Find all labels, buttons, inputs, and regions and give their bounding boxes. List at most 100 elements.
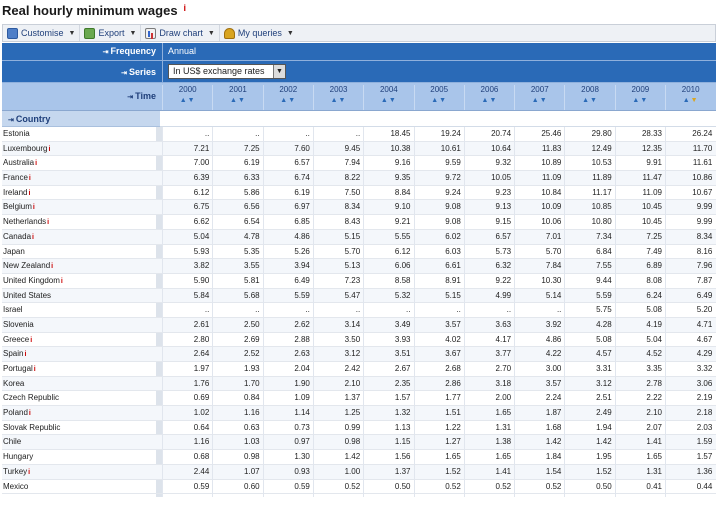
sort-asc-icon[interactable]: ▲ — [582, 97, 591, 104]
info-icon[interactable]: i — [47, 219, 50, 227]
sort-icon[interactable]: ▲▼ — [465, 97, 514, 104]
info-icon[interactable]: i — [33, 366, 36, 373]
country-name[interactable]: Netherlandsi — [2, 217, 158, 226]
sort-desc-icon[interactable]: ▼ — [338, 97, 347, 104]
country-name[interactable]: Turkeyi — [2, 467, 158, 476]
sort-desc-icon[interactable]: ▼ — [187, 97, 196, 104]
year-header[interactable]: 2009 ▲▼ — [614, 85, 665, 110]
country-name[interactable]: Australiai — [2, 158, 158, 167]
year-header[interactable]: 2004 ▲▼ — [363, 85, 413, 110]
country-name[interactable]: Israel — [2, 305, 158, 314]
info-icon[interactable]: i — [35, 160, 38, 168]
sort-desc-icon[interactable]: ▼ — [539, 97, 548, 104]
country-name[interactable]: United Kingdomi — [2, 276, 158, 285]
year-header[interactable]: 2008 ▲▼ — [564, 85, 614, 110]
year-header[interactable]: 2007 ▲▼ — [514, 85, 564, 110]
country-name[interactable]: Spaini — [2, 349, 158, 358]
sort-icon[interactable]: ▲▼ — [163, 97, 212, 104]
info-icon[interactable]: i — [24, 351, 27, 359]
info-icon[interactable]: i — [28, 189, 31, 197]
sort-asc-icon[interactable]: ▲ — [280, 97, 289, 104]
sort-asc-icon[interactable]: ▲ — [330, 97, 339, 104]
year-header[interactable]: 2006 ▲▼ — [463, 85, 514, 110]
year-header[interactable]: 2003 ▲▼ — [312, 85, 363, 110]
year-header[interactable]: 2000 ▲▼ — [162, 85, 212, 110]
country-name[interactable]: Mexico — [2, 482, 158, 491]
info-icon[interactable]: i — [183, 3, 187, 13]
sort-desc-icon[interactable]: ▼ — [288, 97, 297, 104]
year-header[interactable]: 2010 ▲▼ — [665, 85, 715, 110]
table-cell: 0.52 — [344, 481, 361, 491]
country-name[interactable]: Luxembourgi — [2, 144, 158, 153]
country-header[interactable]: ⇥ Country — [2, 111, 160, 127]
table-cell: 3.82 — [193, 261, 210, 271]
sort-icon[interactable]: ▲▼ — [213, 97, 262, 104]
sort-asc-icon[interactable]: ▲ — [230, 97, 238, 104]
sort-asc-icon[interactable]: ▲ — [179, 97, 188, 104]
country-name[interactable]: Korea — [2, 379, 158, 388]
info-icon[interactable]: i — [28, 468, 31, 476]
sort-icon[interactable]: ▲▼ — [314, 97, 363, 104]
info-icon[interactable]: i — [51, 263, 54, 271]
country-name[interactable]: Chile — [2, 437, 158, 446]
customise-menu[interactable]: Customise ▼ — [3, 25, 81, 41]
sort-icon[interactable]: ▲▼ — [515, 97, 564, 104]
sort-icon[interactable]: ▲▼ — [616, 97, 665, 104]
country-name[interactable]: Portugali — [2, 364, 158, 373]
table-row: Turkeyi 2.44 1.07 0.93 1.00 1.37 1.52 1.41 1.54 1… — [2, 464, 716, 480]
sort-desc-icon[interactable]: ▼ — [489, 97, 498, 104]
info-icon[interactable]: i — [28, 175, 31, 183]
country-name[interactable]: Canadai — [2, 232, 158, 241]
country-name[interactable]: Polandi — [2, 408, 158, 417]
table-cell: 3.49 — [394, 319, 411, 329]
country-name[interactable]: Belgiumi — [2, 202, 158, 211]
sort-desc-icon[interactable]: ▼ — [237, 97, 246, 104]
info-icon[interactable]: i — [32, 204, 35, 212]
sort-asc-icon[interactable]: ▲ — [632, 97, 641, 104]
sort-icon[interactable]: ▲▼ — [666, 97, 715, 104]
sort-asc-icon[interactable]: ▲ — [380, 97, 389, 104]
country-name[interactable]: Estonia — [2, 129, 158, 138]
info-icon[interactable]: i — [32, 233, 34, 241]
draw-chart-menu[interactable]: Draw chart ▼ — [141, 25, 220, 41]
sort-asc-icon[interactable]: ▲ — [431, 97, 440, 104]
info-icon[interactable]: i — [60, 277, 63, 285]
sort-desc-icon[interactable]: ▼ — [640, 97, 649, 104]
year-header[interactable]: 2002 ▲▼ — [262, 85, 313, 110]
series-select[interactable]: In US$ exchange rates ▼ — [168, 64, 286, 79]
sort-desc-icon[interactable]: ▼ — [439, 97, 448, 104]
time-label[interactable]: ⇥ Time — [2, 91, 160, 101]
country-name[interactable]: Hungary — [2, 452, 158, 461]
country-name[interactable]: Japan — [2, 247, 158, 256]
country-name[interactable]: Francei — [2, 173, 158, 182]
sort-desc-icon[interactable]: ▼ — [690, 97, 699, 104]
year-header[interactable]: 2005 ▲▼ — [413, 85, 464, 110]
country-name[interactable]: United States — [2, 291, 158, 300]
sort-desc-icon[interactable]: ▼ — [590, 97, 598, 104]
sort-icon[interactable]: ▲▼ — [565, 97, 614, 104]
table-cell: 2.67 — [394, 364, 411, 373]
sort-icon[interactable]: ▲▼ — [415, 97, 464, 104]
sort-icon[interactable]: ▲▼ — [364, 97, 413, 104]
table-cell: 1.31 — [495, 422, 512, 432]
sort-asc-icon[interactable]: ▲ — [531, 97, 540, 104]
country-name[interactable]: Slovak Republic — [2, 423, 158, 432]
frequency-label[interactable]: ⇥ Frequency — [2, 46, 160, 56]
info-icon[interactable]: i — [30, 336, 33, 344]
series-select-value: In US$ exchange rates — [173, 66, 265, 76]
my-queries-menu[interactable]: My queries ▼ — [220, 25, 298, 41]
info-icon[interactable]: i — [48, 145, 51, 153]
year-header[interactable]: 2001 ▲▼ — [212, 85, 262, 110]
sort-asc-icon[interactable]: ▲ — [481, 97, 490, 104]
export-menu[interactable]: Export ▼ — [80, 25, 142, 41]
country-name[interactable]: Czech Republic — [2, 393, 158, 402]
country-name[interactable]: New Zealandi — [2, 261, 158, 270]
sort-desc-icon[interactable]: ▼ — [388, 97, 397, 104]
country-name[interactable]: Greecei — [2, 335, 158, 344]
info-icon[interactable]: i — [28, 410, 31, 418]
sort-icon[interactable]: ▲▼ — [264, 97, 313, 104]
series-label[interactable]: ⇥ Series — [2, 67, 160, 77]
sort-asc-icon[interactable]: ▲ — [682, 97, 691, 104]
country-name[interactable]: Slovenia — [2, 320, 158, 329]
country-name[interactable]: Irelandi — [2, 188, 158, 197]
